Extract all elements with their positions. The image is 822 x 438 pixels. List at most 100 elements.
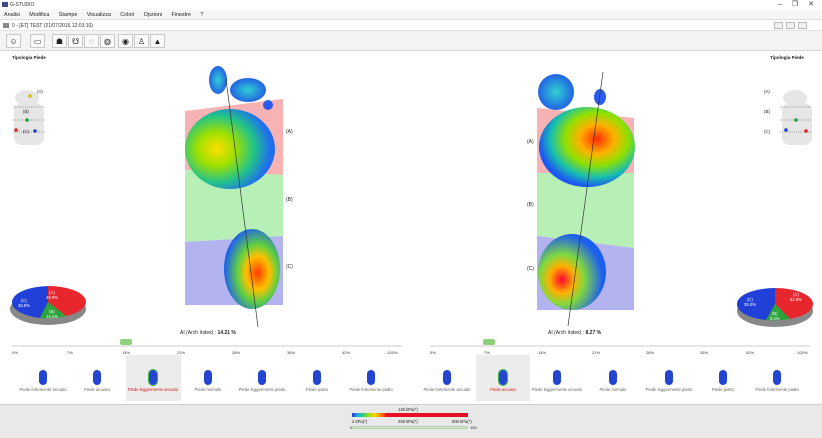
legend-top-label: 125 kPa(*) (398, 407, 418, 412)
left-type-6[interactable]: Piede fortemente piatto (344, 370, 398, 392)
toolbar: ☺ ▭ ☗ ☋ ◌ ◍ ◉ ♙ ▲ (0, 31, 822, 51)
left-zone-c-label: (C) (286, 264, 293, 270)
right-zone-a-label: (A) (527, 139, 534, 145)
legend-max-label: 100 (470, 425, 477, 430)
title-bar: G-STUDIO – ❐ ✕ (0, 0, 822, 10)
right-foot-type-diagram (780, 90, 812, 145)
legend-min-label: 0 (350, 425, 353, 430)
left-pie-label-a: (A) 49.0% (46, 290, 58, 300)
foot-analysis-canvas (10, 66, 814, 347)
left-type-3[interactable]: Piede normale (181, 370, 235, 392)
left-type-2-label: Piede leggermente arcuato (127, 387, 179, 392)
left-type-2[interactable]: Piede leggermente arcuato (126, 369, 180, 392)
right-arch-index-value: 8.27 % (585, 330, 602, 336)
left-tick-5: 35% (287, 350, 296, 355)
right-type-2[interactable]: Piede leggermente arcuato (530, 370, 584, 392)
foot-shape-icon (773, 370, 781, 385)
left-tick-1: 7% (67, 350, 73, 355)
left-type-5[interactable]: Piede piatto (290, 370, 344, 392)
foot-shape-icon (313, 370, 321, 385)
minimize-button[interactable]: – (778, 1, 782, 8)
chart-icon[interactable]: ▲ (150, 34, 165, 48)
menu-finestre[interactable]: Finestre (171, 12, 191, 18)
target-icon[interactable]: ◉ (118, 34, 133, 48)
right-pie-slice-c2 (736, 304, 775, 320)
feet-icon[interactable]: ☗ (52, 34, 67, 48)
right-tick-1: 7% (484, 350, 490, 355)
legend-left-label: 2 kPa(*) (352, 419, 368, 424)
left-type-0-label: Piede fortemente arcuato (19, 387, 67, 392)
doc-close-button[interactable] (798, 22, 807, 29)
left-foot-heatmap (185, 66, 280, 328)
left-tick-7: ...100% (384, 350, 398, 355)
left-type-1[interactable]: Piede arcuato (70, 370, 124, 392)
menu-colori[interactable]: Colori (120, 12, 135, 18)
foot-shape-icon (148, 369, 158, 386)
left-pie-chart (10, 286, 86, 325)
right-arch-index-label: AI (Arch Index) : (548, 330, 585, 336)
left-pie-label-c: (C) 36.8% (18, 298, 30, 308)
print-icon[interactable]: ▭ (30, 34, 45, 48)
left-type-0[interactable]: Piede fortemente arcuato (16, 370, 70, 392)
right-type-1-label: Piede arcuato (490, 387, 516, 392)
left-mini-zone-a: (A) (37, 89, 43, 94)
left-type-1-label: Piede arcuato (84, 387, 110, 392)
right-zone-b-label: (B) (527, 202, 534, 208)
right-type-0[interactable]: Piede fortemente arcuato (420, 370, 474, 392)
left-pie-slice-c2 (11, 302, 48, 318)
legend-right-label: 600 kPa(*) (452, 419, 472, 424)
doc-restore-button[interactable] (786, 22, 795, 29)
left-type-3-label: Piede normale (194, 387, 222, 392)
right-type-6[interactable]: Piede fortemente piatto (750, 370, 804, 392)
right-pie-slice-b (766, 304, 790, 321)
right-ai-slider[interactable] (483, 339, 495, 345)
right-type-5[interactable]: Piede piatto (696, 370, 750, 392)
right-type-3[interactable]: Piede normale (586, 370, 640, 392)
left-tick-2: 14% (122, 350, 131, 355)
profile-icon[interactable]: ☺ (6, 34, 21, 48)
left-pie-slice-a (48, 286, 86, 316)
maximize-button[interactable]: ❐ (791, 1, 799, 8)
app-icon (2, 2, 8, 7)
legend-slider-track[interactable] (352, 426, 468, 429)
menu-stampe[interactable]: Stampe (58, 12, 78, 18)
right-pie-chart (736, 288, 814, 327)
left-type-5-label: Piede piatto (305, 387, 329, 392)
document-icon (3, 23, 9, 28)
menu-modifica[interactable]: Modifica (29, 12, 50, 18)
left-pie-slice-c (11, 286, 49, 302)
left-pie-label-b: (B) 14.2% (46, 309, 58, 319)
user-icon[interactable]: ♙ (134, 34, 149, 48)
doc-minimize-button[interactable] (774, 22, 783, 29)
foot-outline-icon[interactable]: ◌ (84, 34, 99, 48)
left-type-4-label: Piede leggermente piatto (238, 387, 286, 392)
right-tick-5: 35% (700, 350, 709, 355)
left-tick-0: 0% (12, 350, 18, 355)
left-type-4[interactable]: Piede leggermente piatto (235, 370, 289, 392)
left-type-6-label: Piede fortemente piatto (349, 387, 393, 392)
right-tick-4: 28% (646, 350, 655, 355)
right-type-3-label: Piede normale (599, 387, 627, 392)
right-type-1[interactable]: Piede arcuato (476, 369, 530, 392)
close-button[interactable]: ✕ (808, 1, 814, 8)
right-tick-7: ...100% (794, 350, 808, 355)
left-tipologia-label: Tipologia Piede (12, 55, 46, 60)
foot-shape-icon (553, 370, 561, 385)
insole-icon[interactable]: ◍ (100, 34, 115, 48)
left-arch-index-label: AI (Arch Index) : (180, 330, 217, 336)
menu-opzioni[interactable]: Opzioni (143, 12, 163, 18)
foot-shape-icon (609, 370, 617, 385)
foot-shape-icon (719, 370, 727, 385)
right-type-4[interactable]: Piede leggermente piatto (642, 370, 696, 392)
left-ai-slider[interactable] (120, 339, 132, 345)
legend-mid-label: 200 kPa(*) (398, 419, 418, 424)
menu-analisi[interactable]: Analisi (4, 12, 20, 18)
right-arch-index: AI (Arch Index) : 8.27 % (548, 330, 601, 336)
walk-icon[interactable]: ☋ (68, 34, 83, 48)
foot-shape-icon (498, 369, 508, 386)
left-foot-type-diagram (13, 90, 44, 145)
pressure-legend-bar: 125 kPa(*) 2 kPa(*) 200 kPa(*) 600 kPa(*… (0, 404, 822, 438)
menu-visualizza[interactable]: Visualizza (86, 12, 111, 18)
menu-help[interactable]: ? (200, 12, 204, 18)
foot-shape-icon (443, 370, 451, 385)
